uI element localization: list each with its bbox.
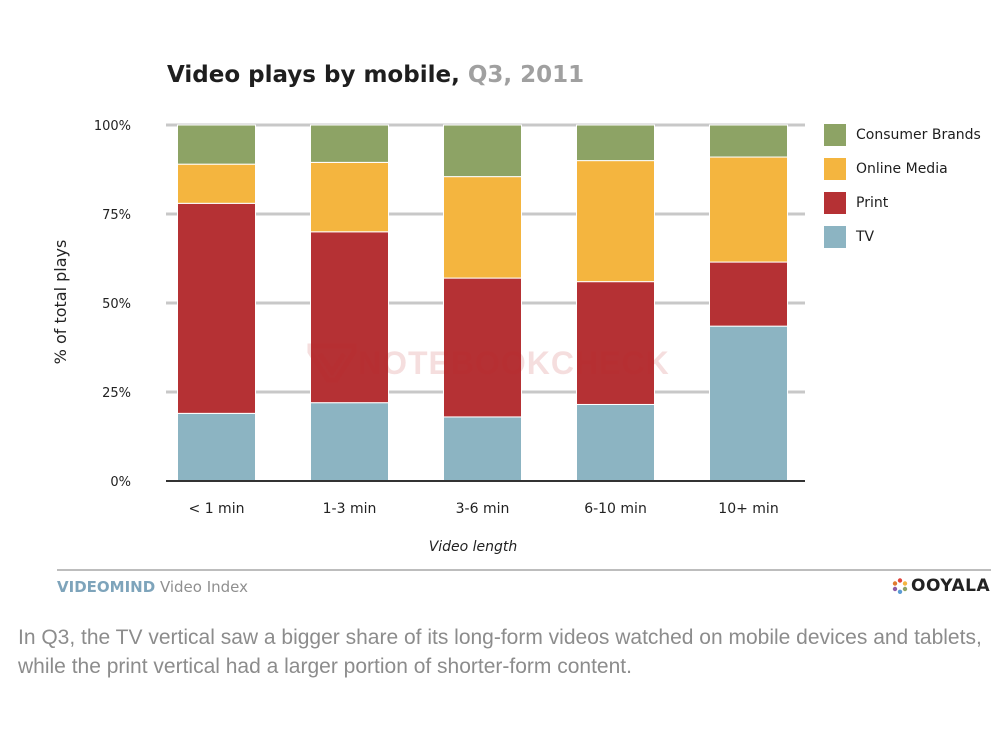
chart-title: Video plays by mobile, Q3, 2011: [167, 62, 584, 88]
x-tick-label: 1-3 min: [323, 501, 377, 517]
bar-segment: [576, 160, 655, 283]
legend-label: Consumer Brands: [856, 127, 981, 143]
bar-segment: [177, 412, 256, 482]
legend: Consumer Brands Online Media Print TV: [824, 124, 981, 260]
bar-segment: [310, 231, 389, 404]
bar-segment: [177, 124, 256, 165]
footer-index: VIDEOMIND Video Index: [57, 578, 248, 596]
bar-segment: [709, 156, 788, 263]
bar-segment: [576, 281, 655, 405]
x-tick-label: < 1 min: [189, 501, 245, 517]
y-tick-label: 50%: [102, 297, 131, 312]
legend-label: Online Media: [856, 161, 948, 177]
caption: In Q3, the TV vertical saw a bigger shar…: [18, 626, 982, 678]
legend-item: Online Media: [824, 158, 981, 180]
y-axis-label: % of total plays: [51, 240, 70, 365]
x-tick-label: 3-6 min: [456, 501, 510, 517]
y-tick-label: 75%: [102, 208, 131, 223]
bar-segment: [310, 402, 389, 482]
legend-swatch: [824, 124, 846, 146]
tick-labels: 0% 25% 50% 75% 100% < 1 min 1-3 min 3-6 min 6-10…: [94, 119, 779, 517]
legend-label: Print: [856, 195, 889, 211]
bar-segment: [576, 403, 655, 482]
legend-swatch: [824, 158, 846, 180]
bar-segment: [177, 163, 256, 204]
bars: [177, 124, 788, 482]
y-tick-label: 0%: [110, 475, 131, 490]
legend-swatch: [824, 226, 846, 248]
x-tick-label: 6-10 min: [584, 501, 647, 517]
legend-item: TV: [824, 226, 981, 248]
bar-segment: [443, 416, 522, 482]
bar-segment: [443, 124, 522, 178]
bar-segment: [177, 202, 256, 414]
bar-segment: [310, 124, 389, 163]
legend-label: TV: [856, 229, 875, 245]
bar-segment: [576, 124, 655, 162]
legend-item: Consumer Brands: [824, 124, 981, 146]
bar-segment: [709, 325, 788, 482]
x-axis-label: Video length: [429, 539, 518, 555]
videomind-brand: VIDEOMIND: [57, 578, 156, 596]
chart-title-main: Video plays by mobile,: [167, 62, 460, 88]
bar-segment: [443, 277, 522, 418]
stacked-bar-chart: 0% 25% 50% 75% 100% < 1 min 1-3 min 3-6 min 6-10…: [51, 119, 805, 555]
footer-divider: [57, 569, 991, 571]
chart-subtitle: Q3, 2011: [467, 62, 585, 88]
video-index-label: Video Index: [159, 578, 249, 596]
bar-segment: [310, 161, 389, 233]
ooyala-logo: OOYALA: [892, 576, 990, 596]
x-tick-label: 10+ min: [718, 501, 778, 517]
ooyala-dots-icon: [892, 578, 908, 594]
y-tick-label: 100%: [94, 119, 131, 134]
y-tick-label: 25%: [102, 386, 131, 401]
legend-swatch: [824, 192, 846, 214]
bar-segment: [709, 124, 788, 158]
bar-segment: [443, 176, 522, 279]
legend-item: Print: [824, 192, 981, 214]
ooyala-logo-text: OOYALA: [911, 576, 991, 596]
bar-segment: [709, 261, 788, 327]
